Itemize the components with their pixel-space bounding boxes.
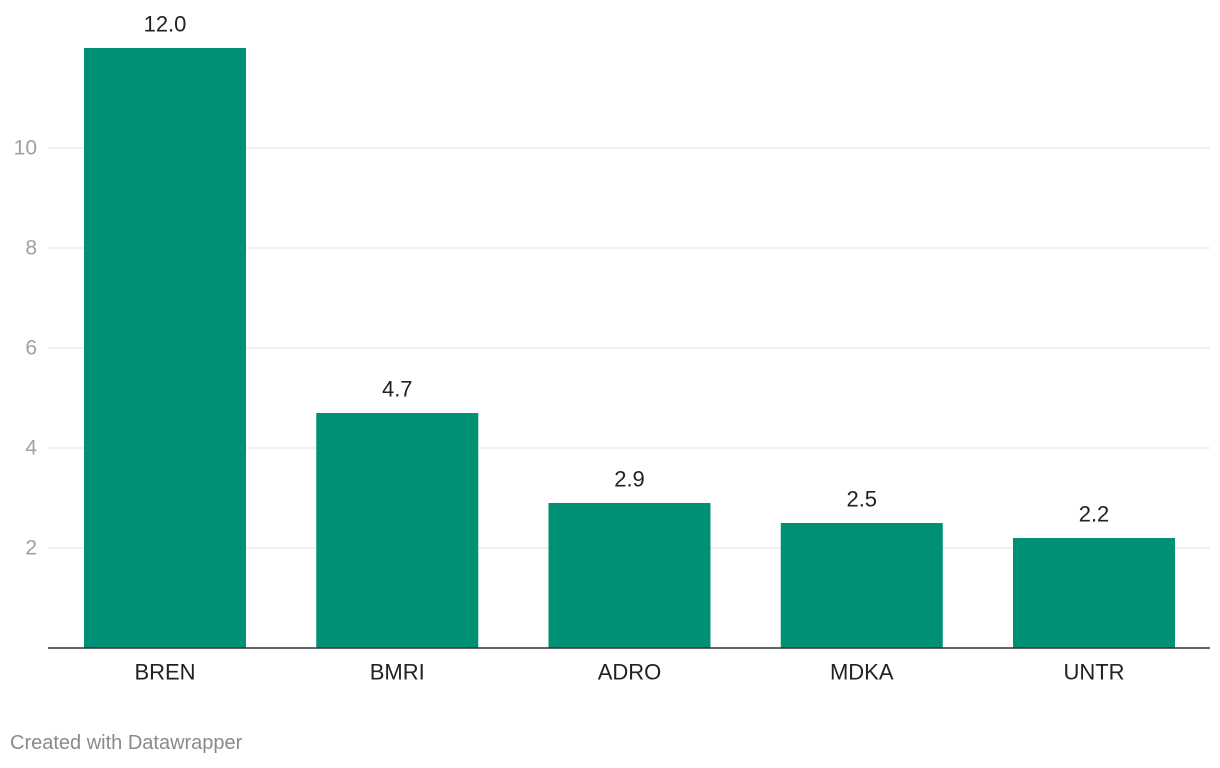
credit-text: Created with Datawrapper xyxy=(10,732,243,754)
value-label: 4.7 xyxy=(382,377,413,402)
bars xyxy=(84,48,1175,648)
x-tick-label: BMRI xyxy=(370,660,425,685)
y-tick-label: 10 xyxy=(14,137,37,160)
bar xyxy=(548,503,711,648)
y-axis: 2 4 6 8 10 xyxy=(14,137,38,560)
value-labels: 12.0 4.7 2.9 2.5 2.2 xyxy=(144,12,1110,527)
y-tick-label: 8 xyxy=(25,237,37,260)
x-tick-label: UNTR xyxy=(1063,660,1124,685)
y-tick-label: 4 xyxy=(25,437,37,460)
x-tick-label: BREN xyxy=(134,660,195,685)
value-label: 2.9 xyxy=(614,467,645,492)
bar xyxy=(1013,538,1175,648)
y-tick-label: 6 xyxy=(25,337,37,360)
value-label: 2.5 xyxy=(846,487,877,512)
bar xyxy=(84,48,246,648)
x-tick-label: MDKA xyxy=(830,660,894,685)
x-tick-label: ADRO xyxy=(598,660,662,685)
bar xyxy=(316,413,479,648)
y-tick-label: 2 xyxy=(25,537,37,560)
value-label: 2.2 xyxy=(1079,502,1110,527)
bar xyxy=(780,523,943,648)
value-label: 12.0 xyxy=(144,12,187,37)
x-axis: BREN BMRI ADRO MDKA UNTR xyxy=(48,647,1210,685)
